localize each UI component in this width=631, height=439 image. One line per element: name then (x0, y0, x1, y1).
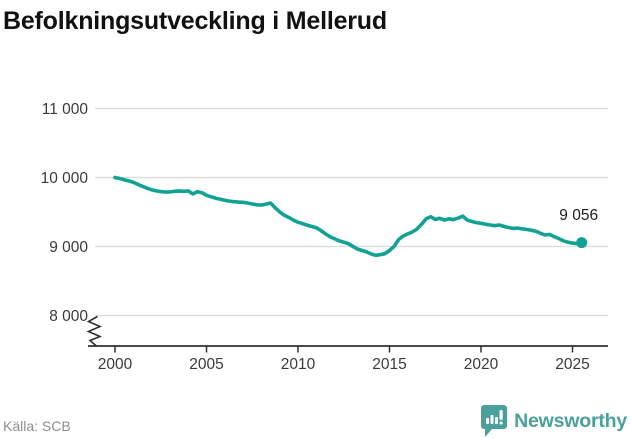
x-tick-label: 2000 (98, 356, 133, 373)
axis-break-icon (86, 315, 103, 347)
chart-title: Befolkningsutveckling i Mellerud (3, 7, 387, 35)
brand-name: Newsworthy (514, 409, 627, 432)
gridlines (95, 107, 608, 317)
source-note: Källa: SCB (3, 418, 71, 434)
end-value-label: 9 056 (559, 207, 598, 224)
x-tick-label: 2015 (372, 356, 406, 373)
population-line (113, 175, 584, 258)
y-tick-label: 11 000 (42, 101, 89, 118)
y-tick-label: 9 000 (49, 239, 88, 256)
x-tick-label: 2005 (189, 356, 223, 373)
x-tick-label: 2010 (281, 356, 316, 373)
y-axis-labels: 8 000 9 000 10 000 11 000 (41, 101, 89, 325)
y-tick-label: 8 000 (49, 308, 88, 325)
x-axis-ticks: 2000 2005 2010 2015 2020 2025 (98, 346, 590, 373)
x-tick-label: 2020 (464, 356, 499, 373)
newsworthy-logo-icon (481, 405, 508, 437)
end-point-marker (576, 237, 588, 249)
x-tick-label: 2025 (555, 356, 589, 373)
newsworthy-brand[interactable]: Newsworthy (481, 405, 627, 437)
y-tick-label: 10 000 (41, 170, 89, 187)
